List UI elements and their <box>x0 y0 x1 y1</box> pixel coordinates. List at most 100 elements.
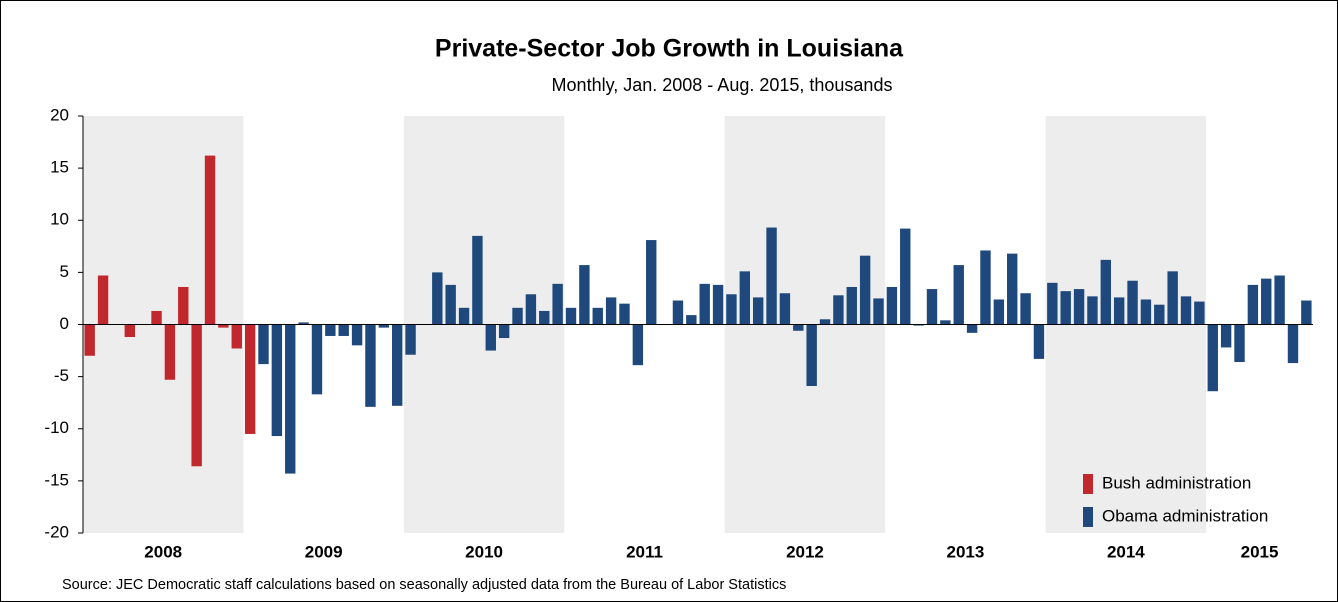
bar <box>97 275 109 325</box>
y-tick-label: -20 <box>44 522 69 541</box>
bar <box>605 297 617 325</box>
bar <box>859 255 871 325</box>
bar <box>1167 271 1178 325</box>
x-tick-label: 2011 <box>626 542 663 561</box>
x-tick-label: 2014 <box>1107 542 1145 561</box>
y-tick-label: -5 <box>54 366 69 385</box>
bar <box>365 324 376 407</box>
bar <box>1020 293 1031 325</box>
bar <box>1301 300 1312 325</box>
y-tick-label: -10 <box>44 418 69 437</box>
bar <box>244 324 256 434</box>
bar <box>1261 278 1272 325</box>
bar <box>980 250 991 325</box>
bar <box>445 284 456 325</box>
chart-title: Private-Sector Job Growth in Louisiana <box>435 35 904 63</box>
bar <box>565 307 577 325</box>
bar <box>1274 275 1285 325</box>
x-tick-label: 2013 <box>947 542 985 561</box>
y-tick-label: 15 <box>50 158 69 177</box>
bar <box>1247 284 1259 325</box>
bar <box>338 324 349 336</box>
bar <box>1087 296 1098 325</box>
bar <box>686 315 697 325</box>
bar <box>1060 291 1071 325</box>
legend-swatch <box>1083 507 1093 527</box>
bar <box>953 265 964 325</box>
bar <box>84 324 95 356</box>
bar <box>1220 324 1232 348</box>
bar <box>1180 296 1192 325</box>
bar <box>1140 299 1152 325</box>
bar <box>1113 297 1125 325</box>
bar <box>900 228 911 325</box>
bar <box>940 320 951 325</box>
bar <box>539 310 550 325</box>
bar <box>498 324 510 339</box>
legend-label: Bush administration <box>1102 473 1251 492</box>
y-tick-label: 0 <box>60 314 69 333</box>
bar <box>712 284 724 325</box>
bar <box>378 324 390 328</box>
bar <box>351 324 363 346</box>
bar <box>472 235 483 325</box>
bar <box>726 294 737 325</box>
bar <box>552 283 563 325</box>
bar <box>1194 301 1205 325</box>
x-tick-label: 2008 <box>144 542 182 561</box>
bar <box>285 324 296 474</box>
x-tick-label: 2010 <box>465 542 503 561</box>
bar <box>806 324 817 387</box>
bar <box>1154 304 1165 325</box>
x-tick-label: 2009 <box>305 542 343 561</box>
y-tick-label: 5 <box>60 262 69 281</box>
y-tick-label: 20 <box>50 105 69 124</box>
x-tick-label: 2015 <box>1241 542 1279 561</box>
bar <box>619 303 630 325</box>
bar <box>926 289 938 325</box>
bar <box>632 324 644 366</box>
bar <box>311 324 323 395</box>
bar <box>993 299 1005 325</box>
bar <box>1287 324 1299 364</box>
bar <box>1207 324 1218 392</box>
legend-label: Obama administration <box>1102 506 1268 525</box>
bar <box>151 310 162 325</box>
source-note: Source: JEC Democratic staff calculation… <box>62 577 786 593</box>
bar <box>391 324 403 406</box>
bar <box>1047 282 1058 325</box>
bar <box>592 307 603 325</box>
bar <box>218 324 229 328</box>
bar <box>1007 253 1018 325</box>
bar <box>579 265 590 325</box>
bar <box>191 324 202 467</box>
bar <box>766 227 777 325</box>
bar <box>204 155 216 325</box>
bar <box>325 324 336 336</box>
bar <box>873 298 884 325</box>
bar <box>164 324 176 380</box>
bar <box>298 322 309 325</box>
bar <box>512 307 523 325</box>
bar <box>886 286 898 325</box>
bar <box>432 272 443 325</box>
bar <box>405 324 416 355</box>
bar <box>124 324 135 338</box>
bar <box>178 286 189 325</box>
bar <box>779 293 791 325</box>
bar <box>485 324 496 351</box>
legend-swatch <box>1083 474 1093 494</box>
bar <box>525 294 537 325</box>
y-tick-label: 10 <box>50 210 69 229</box>
bar <box>646 240 657 325</box>
bar <box>913 324 924 326</box>
bar <box>752 297 764 325</box>
bar <box>739 271 751 325</box>
bar <box>1100 259 1112 325</box>
bar <box>1127 280 1138 325</box>
y-tick-label: -15 <box>44 470 69 489</box>
bar <box>258 324 269 365</box>
bar <box>1073 289 1085 325</box>
x-tick-label: 2012 <box>786 542 824 561</box>
